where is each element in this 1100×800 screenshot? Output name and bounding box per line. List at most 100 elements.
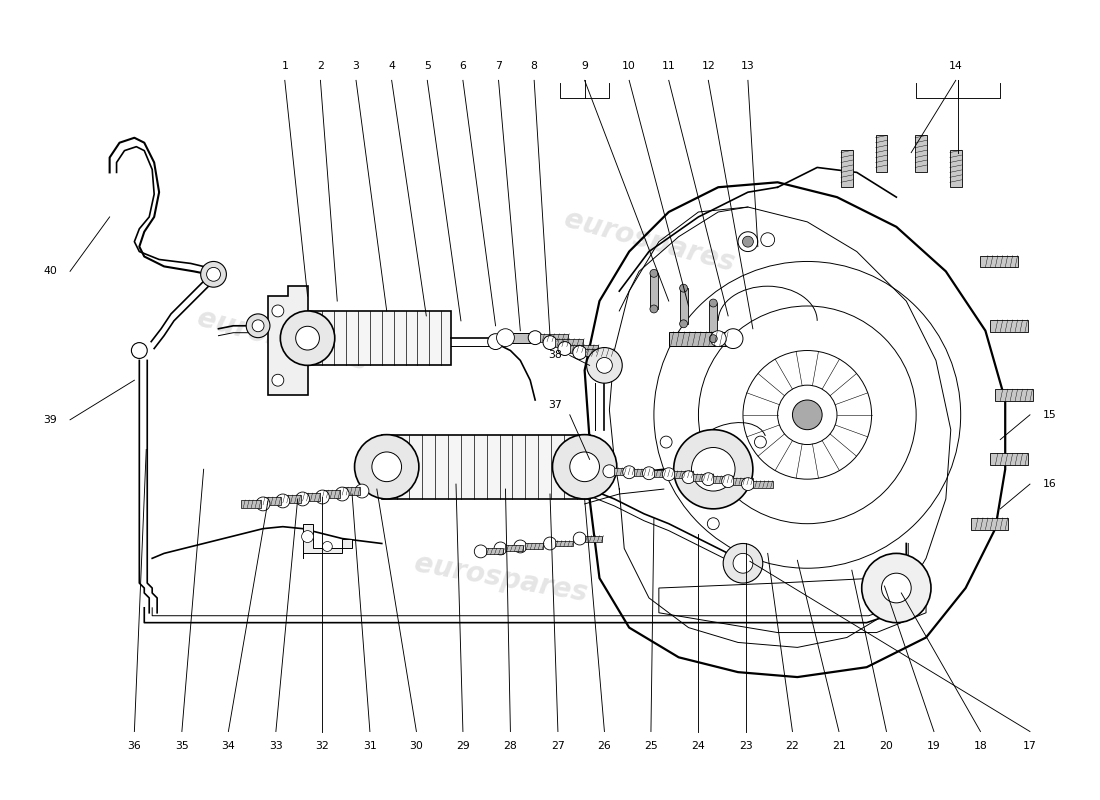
Bar — [650, 274, 658, 309]
Text: 39: 39 — [43, 414, 57, 425]
Circle shape — [336, 487, 349, 501]
Bar — [990, 320, 1028, 332]
Text: 37: 37 — [548, 400, 562, 410]
Bar — [752, 481, 772, 487]
Text: 12: 12 — [702, 61, 715, 70]
Text: 40: 40 — [43, 266, 57, 276]
Circle shape — [881, 573, 911, 603]
Circle shape — [200, 262, 227, 287]
Circle shape — [680, 320, 688, 328]
Text: 7: 7 — [495, 61, 502, 70]
Bar — [669, 332, 733, 346]
Circle shape — [722, 474, 735, 487]
Polygon shape — [308, 311, 451, 366]
Text: eurospares: eurospares — [195, 304, 371, 377]
Bar — [261, 497, 280, 505]
Text: 25: 25 — [645, 742, 658, 751]
Text: 17: 17 — [1023, 742, 1037, 751]
Text: 14: 14 — [949, 61, 962, 70]
Bar — [570, 345, 597, 353]
Circle shape — [355, 484, 368, 498]
Text: 18: 18 — [974, 742, 988, 751]
Circle shape — [642, 466, 656, 480]
Circle shape — [131, 342, 147, 358]
Circle shape — [514, 540, 527, 553]
Bar — [996, 389, 1033, 401]
Bar — [614, 468, 634, 474]
Circle shape — [487, 334, 504, 350]
Circle shape — [792, 400, 822, 430]
Circle shape — [702, 473, 715, 486]
Bar — [554, 338, 583, 346]
Circle shape — [586, 347, 623, 383]
Circle shape — [322, 542, 332, 551]
Bar — [710, 303, 717, 338]
Bar — [280, 495, 300, 503]
Circle shape — [272, 305, 284, 317]
Bar — [713, 476, 733, 482]
Text: 34: 34 — [221, 742, 235, 751]
Circle shape — [543, 336, 557, 350]
Circle shape — [723, 543, 762, 583]
Text: 9: 9 — [581, 61, 589, 70]
Circle shape — [496, 329, 515, 346]
Text: 30: 30 — [409, 742, 424, 751]
Text: 35: 35 — [175, 742, 189, 751]
Circle shape — [256, 497, 270, 511]
Circle shape — [280, 311, 334, 366]
Circle shape — [552, 434, 617, 499]
Circle shape — [738, 232, 758, 251]
Text: 8: 8 — [530, 61, 538, 70]
Text: 31: 31 — [363, 742, 377, 751]
Text: 16: 16 — [1043, 479, 1057, 489]
Text: 6: 6 — [460, 61, 466, 70]
Circle shape — [707, 518, 719, 530]
Text: 4: 4 — [388, 61, 395, 70]
Bar — [970, 518, 1009, 530]
Text: 36: 36 — [128, 742, 141, 751]
Circle shape — [494, 542, 507, 555]
Circle shape — [528, 330, 542, 345]
Circle shape — [662, 468, 675, 481]
Circle shape — [723, 329, 743, 349]
Circle shape — [861, 554, 931, 622]
Circle shape — [761, 233, 774, 246]
Text: 24: 24 — [692, 742, 705, 751]
Text: 38: 38 — [548, 350, 562, 361]
Circle shape — [474, 545, 487, 558]
Polygon shape — [302, 524, 352, 558]
Circle shape — [596, 358, 613, 374]
Circle shape — [778, 385, 837, 445]
Circle shape — [570, 452, 600, 482]
Circle shape — [573, 346, 586, 359]
Text: 11: 11 — [662, 61, 675, 70]
Circle shape — [741, 478, 755, 490]
Circle shape — [742, 236, 754, 247]
Polygon shape — [268, 286, 308, 395]
Circle shape — [354, 434, 419, 499]
Bar — [980, 255, 1019, 267]
Circle shape — [711, 330, 726, 346]
Text: eurospares: eurospares — [411, 549, 590, 607]
Circle shape — [623, 466, 636, 478]
Bar — [486, 549, 504, 554]
Text: 2: 2 — [317, 61, 323, 70]
Circle shape — [603, 465, 616, 478]
Circle shape — [276, 494, 289, 508]
Bar — [584, 349, 613, 357]
Circle shape — [558, 342, 572, 355]
Bar — [949, 150, 961, 187]
Circle shape — [710, 334, 717, 342]
Circle shape — [710, 299, 717, 307]
Text: 23: 23 — [739, 742, 752, 751]
Bar — [653, 470, 673, 477]
Text: 22: 22 — [785, 742, 800, 751]
Polygon shape — [382, 434, 590, 499]
Text: 21: 21 — [832, 742, 846, 751]
Text: 29: 29 — [456, 742, 470, 751]
Bar — [241, 500, 261, 508]
Bar — [680, 288, 688, 324]
Text: 13: 13 — [741, 61, 755, 70]
Circle shape — [207, 267, 220, 282]
Bar — [320, 490, 340, 498]
